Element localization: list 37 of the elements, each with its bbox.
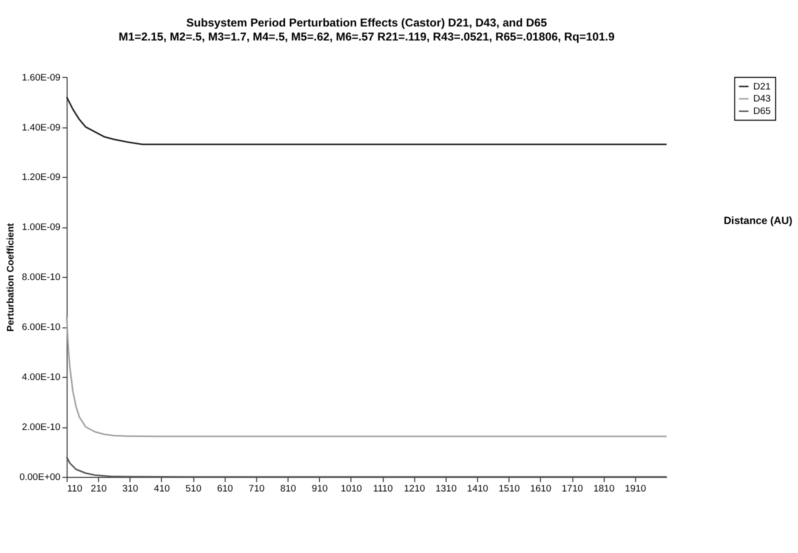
x-tick-label: 810	[280, 484, 296, 495]
y-tick-label: 1.00E-09	[22, 222, 60, 234]
x-tick-label: 1510	[498, 484, 520, 495]
y-tick-label: 6.00E-10	[22, 322, 60, 334]
x-tick-label: 1910	[624, 484, 646, 495]
x-tick-label: 1310	[435, 484, 457, 495]
x-tick-label: 510	[185, 484, 202, 495]
chart-title: Subsystem Period Perturbation Effects (Castor) D21, D43, and D65	[186, 17, 548, 30]
legend-label: D21	[753, 81, 771, 92]
x-tick-label: 610	[217, 484, 233, 495]
x-tick-label: 210	[90, 484, 107, 495]
legend-label: D65	[753, 106, 771, 118]
legend-label: D43	[753, 94, 771, 105]
y-tick-label: 1.40E-09	[22, 122, 60, 134]
x-tick-label: 1110	[373, 484, 393, 495]
x-tick-label: 1410	[467, 484, 488, 495]
x-tick-label: 1210	[404, 484, 426, 495]
x-tick-label: 1710	[562, 484, 583, 495]
x-tick-label: 1810	[593, 484, 614, 495]
line-series	[66, 316, 668, 438]
x-tick-label: 710	[248, 484, 265, 495]
x-tick-label: 1610	[530, 484, 552, 495]
x-tick-label: 110	[67, 484, 82, 495]
x-tick-label: 1010	[340, 484, 362, 495]
y-tick-label: 4.00E-10	[22, 372, 60, 384]
chart-subtitle: M1=2.15, M2=.5, M3=1.7, M4=.5, M5=.62, M6=.57 R21=.119, R43=.0521, R65=.01806, Rq=101.9	[118, 32, 615, 44]
line-series	[66, 96, 668, 146]
x-tick-label: 310	[122, 484, 138, 495]
y-tick-label: 0.00E+00	[19, 472, 60, 484]
y-tick-label: 1.20E-09	[22, 172, 60, 184]
y-tick-label: 2.00E-10	[22, 422, 60, 434]
x-tick-label: 910	[312, 484, 328, 495]
y-axis-title: Perturbation Coefficient	[6, 222, 17, 332]
x-tick-label: 410	[154, 484, 170, 495]
y-tick-label: 1.60E-09	[22, 72, 60, 84]
text: Distance (AU)	[724, 216, 792, 227]
y-tick-label: 8.00E-10	[22, 272, 60, 284]
